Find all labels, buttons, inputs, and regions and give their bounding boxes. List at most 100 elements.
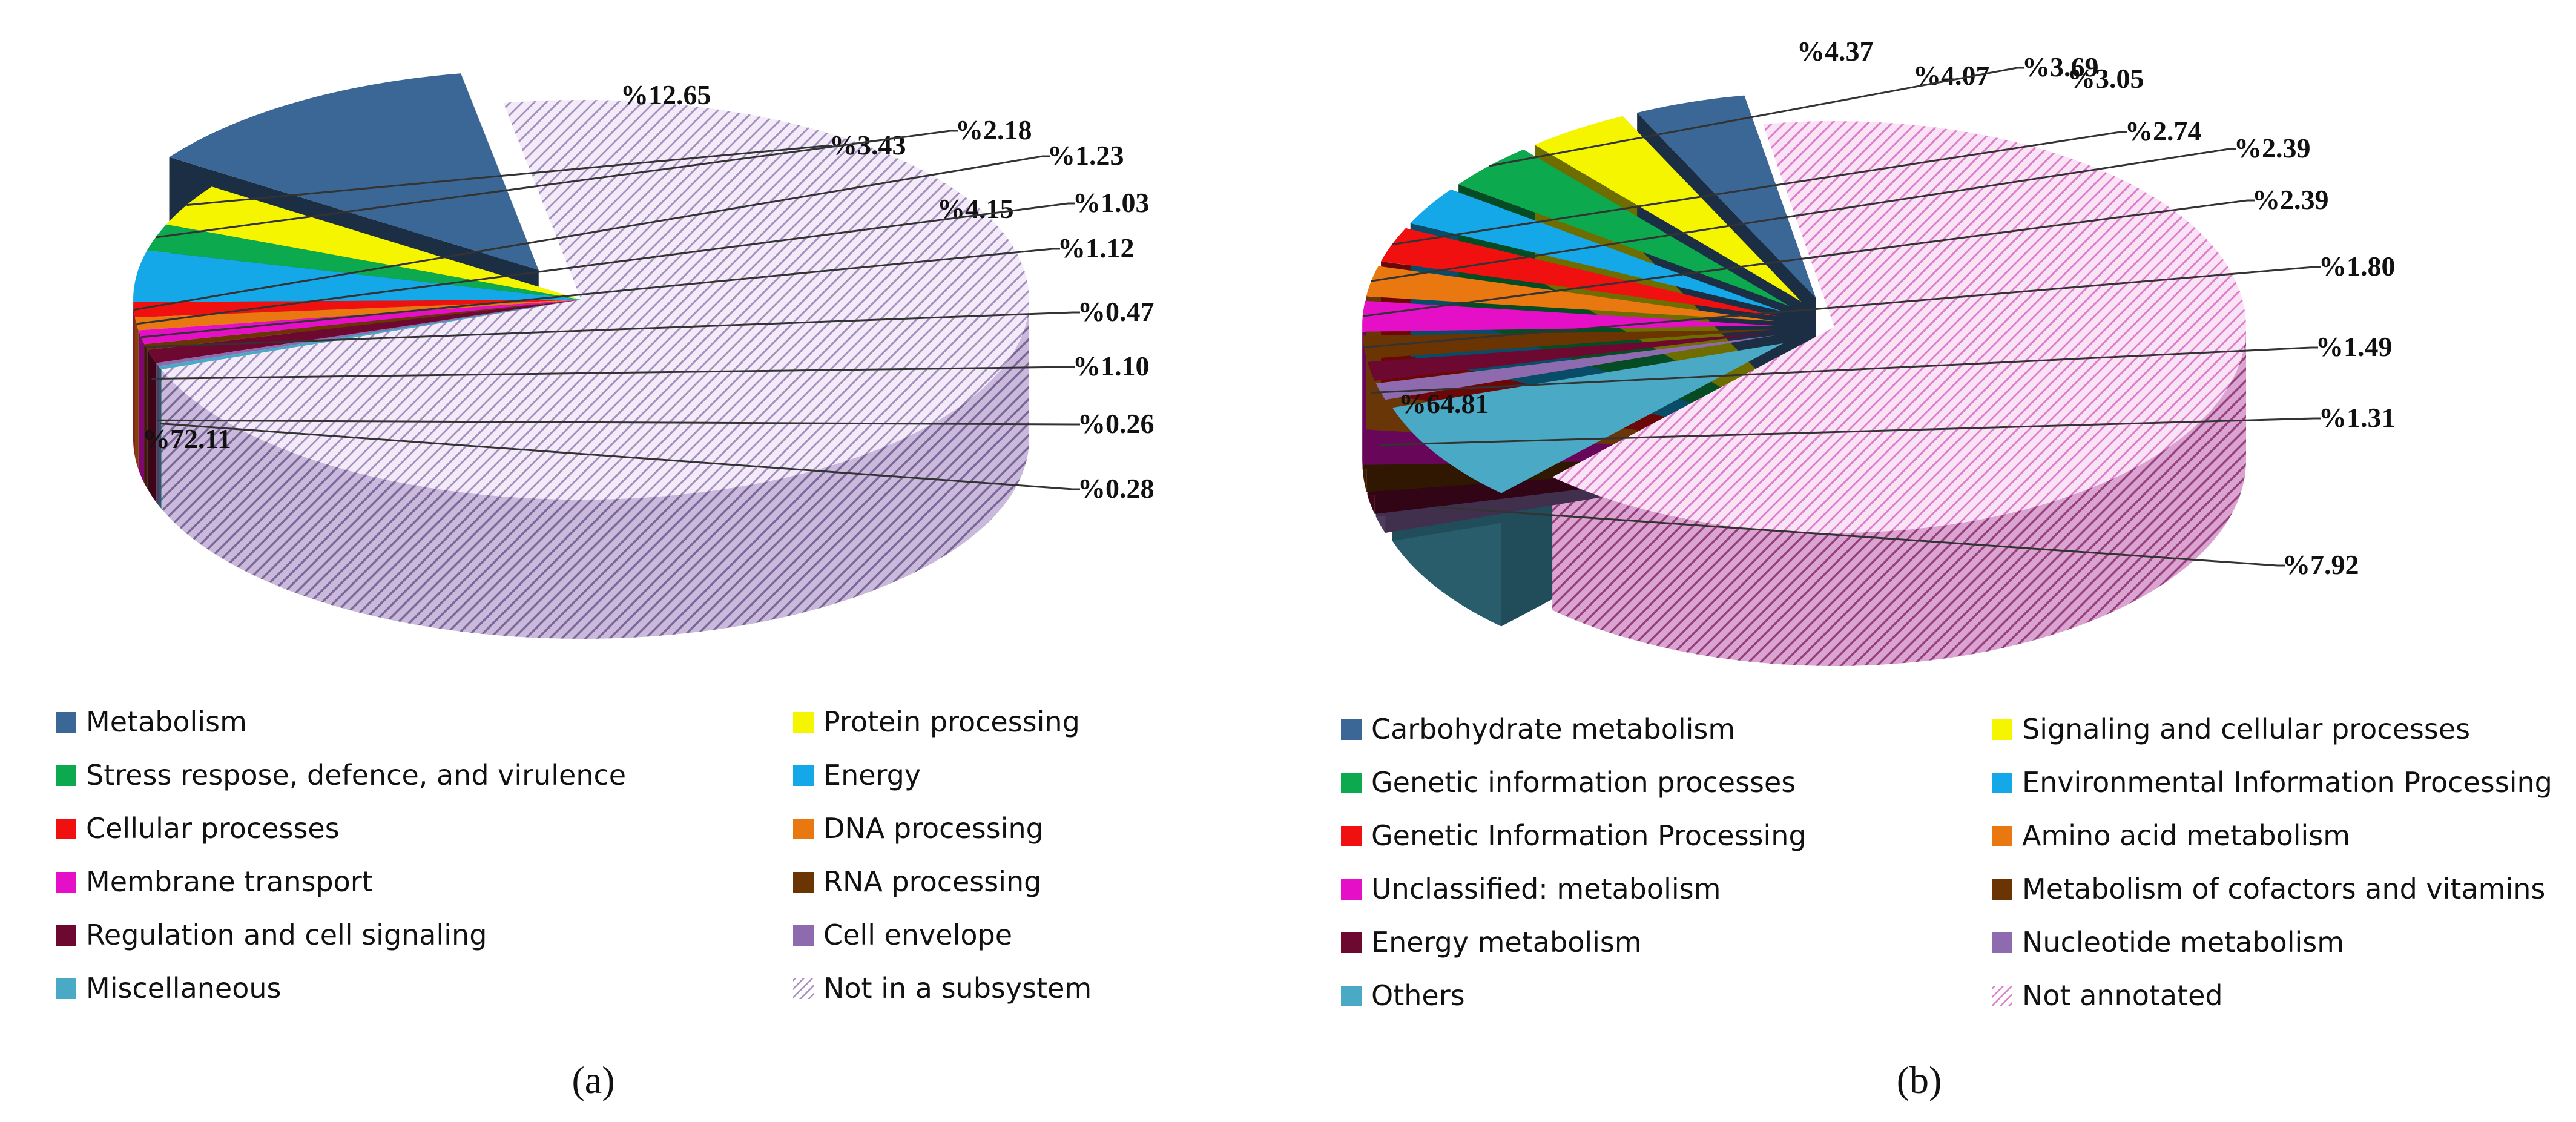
pie-side-wall bbox=[133, 302, 135, 457]
legend-a: Metabolism Protein processing Stress respo… bbox=[56, 705, 1092, 1005]
legend-label: Genetic information processes bbox=[1371, 766, 1796, 799]
pie-slice bbox=[159, 300, 582, 370]
legend-label: Not in a subsystem bbox=[823, 972, 1092, 1005]
pie-side-wall bbox=[159, 366, 162, 509]
legend-label: Genetic Information Processing bbox=[1371, 819, 1807, 852]
value-label: %1.49 bbox=[2316, 331, 2393, 362]
leader-line bbox=[151, 366, 1075, 380]
pie-slice bbox=[1375, 335, 1776, 400]
pie-slice bbox=[1381, 228, 1778, 317]
legend-label: DNA processing bbox=[823, 812, 1044, 845]
value-label: %2.18 bbox=[955, 114, 1032, 145]
legend-swatch bbox=[56, 872, 76, 893]
legend-swatch bbox=[1341, 719, 1362, 740]
legend-swatch bbox=[1341, 932, 1362, 953]
legend-swatch bbox=[56, 819, 76, 839]
legend-swatch bbox=[56, 925, 76, 946]
leader-line bbox=[145, 311, 1080, 348]
pie-slice bbox=[1367, 332, 1775, 381]
value-label: %2.39 bbox=[2234, 133, 2311, 163]
legend-label: Environmental Information Processing bbox=[2022, 766, 2552, 799]
pie-side-wall bbox=[1552, 327, 2246, 666]
pie-side-wall bbox=[156, 363, 159, 506]
value-label: %1.23 bbox=[1047, 140, 1124, 171]
value-label: %1.10 bbox=[1073, 351, 1150, 381]
pie-slice bbox=[1458, 149, 1790, 306]
legend-swatch bbox=[1341, 773, 1362, 793]
value-label: %12.65 bbox=[621, 79, 711, 110]
pie-slice bbox=[161, 100, 1029, 500]
legend-swatch bbox=[56, 978, 76, 999]
pie-slice bbox=[1362, 329, 1774, 359]
pie-slice bbox=[134, 300, 581, 331]
pie-slice bbox=[1410, 189, 1783, 312]
legend-swatch bbox=[793, 925, 814, 946]
panel-label-a: (a) bbox=[572, 1058, 614, 1101]
legend-swatch bbox=[1992, 879, 2012, 900]
pie-side-wall bbox=[147, 349, 157, 503]
legend-label: Metabolism of cofactors and vitamins bbox=[2022, 873, 2545, 905]
legend-swatch bbox=[793, 765, 814, 786]
pie-slice bbox=[1535, 116, 1802, 302]
pie-slice bbox=[156, 300, 581, 366]
legend-swatch bbox=[1992, 826, 2012, 846]
legend-label: Energy metabolism bbox=[1371, 926, 1642, 959]
pie-chart-a: %12.65%3.43 %2.18%4.15%1.23%1.03%1.12%0.4… bbox=[133, 73, 1155, 639]
value-label: %64.81 bbox=[1398, 388, 1489, 419]
legend-label: Protein processing bbox=[823, 705, 1080, 738]
leader-line bbox=[1489, 67, 2024, 167]
value-label: %72.11 bbox=[142, 423, 231, 454]
panel-label-b: (b) bbox=[1897, 1058, 1942, 1101]
leader-line bbox=[1362, 199, 2255, 317]
legend-swatch bbox=[56, 765, 76, 786]
legend-swatch bbox=[1341, 879, 1362, 900]
pie-slice bbox=[133, 300, 582, 318]
legend-label: Metabolism bbox=[86, 705, 247, 738]
leader-line bbox=[133, 155, 1050, 311]
pie-side-wall bbox=[134, 317, 139, 470]
pie-slice bbox=[1637, 95, 1816, 299]
leader-line bbox=[157, 419, 1080, 426]
pie-side-wall bbox=[144, 344, 148, 489]
legend-swatch bbox=[56, 712, 76, 733]
legend-label: Not annotated bbox=[2022, 979, 2223, 1012]
value-label: %1.31 bbox=[2319, 402, 2396, 433]
leader-line bbox=[1391, 131, 2127, 246]
legend-label: Carbohydrate metabolism bbox=[1371, 713, 1735, 745]
legend-label: Cell envelope bbox=[823, 919, 1012, 951]
pie-slice bbox=[166, 186, 581, 300]
legend-swatch bbox=[1992, 932, 2012, 953]
leader-line bbox=[155, 130, 958, 239]
pie-slice bbox=[1362, 300, 1774, 332]
legend-swatch bbox=[1341, 986, 1362, 1006]
leader-line bbox=[160, 423, 1080, 490]
leader-line bbox=[186, 145, 832, 206]
legend-label: Nucleotide metabolism bbox=[2022, 926, 2344, 959]
pie-chart-b: %4.37%4.07 %3.69%3.05%2.74%2.39%2.39%1.80… bbox=[1362, 36, 2396, 666]
leader-line bbox=[136, 202, 1075, 325]
pie-labels: %12.65%3.43 %2.18%4.15%1.23%1.03%1.12%0.4… bbox=[133, 79, 1155, 504]
legend-label: RNA processing bbox=[823, 865, 1041, 898]
pie-side-wall bbox=[161, 300, 1029, 639]
pie-slice bbox=[138, 300, 581, 345]
pie-tops bbox=[1362, 95, 2246, 533]
pie-side-wall bbox=[138, 330, 145, 484]
legend-label: Energy bbox=[823, 759, 921, 791]
legend-swatch bbox=[793, 978, 814, 999]
value-label: %0.47 bbox=[1078, 296, 1155, 327]
pie-slice bbox=[169, 73, 539, 271]
pie-slice bbox=[1392, 343, 1784, 493]
value-label: %2.39 bbox=[2252, 184, 2329, 215]
value-label: %1.03 bbox=[1073, 187, 1150, 218]
pie-slice bbox=[133, 250, 582, 302]
leader-line bbox=[1363, 266, 2321, 348]
legend-swatch bbox=[1341, 826, 1362, 846]
pie-slice bbox=[1366, 266, 1775, 322]
legend-label: Signaling and cellular processes bbox=[2022, 713, 2470, 745]
legend-label: Cellular processes bbox=[86, 812, 340, 845]
legend-label: Regulation and cell signaling bbox=[86, 919, 487, 951]
legend-swatch bbox=[793, 819, 814, 839]
value-label: %0.28 bbox=[1078, 473, 1155, 504]
pie-labels: %4.37%4.07 %3.69%3.05%2.74%2.39%2.39%1.80… bbox=[1362, 36, 2396, 580]
